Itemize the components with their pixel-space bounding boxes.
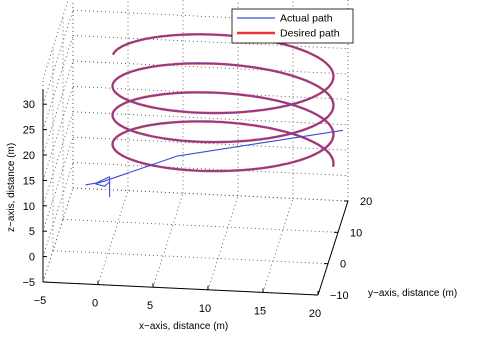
grid-line xyxy=(52,250,329,265)
y-tick-label: −10 xyxy=(330,290,349,302)
x-axis-label: x−axis, distance (m) xyxy=(139,321,228,332)
z-tick-label: 30 xyxy=(23,99,35,111)
series-line-desired xyxy=(111,33,335,173)
grid-line xyxy=(42,187,74,283)
x-tick-label: −5 xyxy=(34,295,47,307)
grid-line xyxy=(42,86,74,181)
z-tick-label: 0 xyxy=(29,252,35,264)
grid-line xyxy=(262,198,294,293)
z-tick-label: 20 xyxy=(23,150,35,162)
grid-line xyxy=(97,190,129,285)
z-tick-label: 15 xyxy=(23,175,35,187)
x-tick-label: 15 xyxy=(254,305,266,317)
z-tick-label: −5 xyxy=(22,277,35,289)
grid-line xyxy=(42,60,74,156)
grid-line xyxy=(42,187,74,283)
legend-label-desired: Desired path xyxy=(280,28,340,40)
legend-label-actual: Actual path xyxy=(280,13,333,25)
tick-labels: −5 0 5 10 15 20 −10 0 10 20 −5 0 5 10 15 20 25 30 xyxy=(22,99,372,320)
y-tick-label: 20 xyxy=(360,196,372,208)
grid-line xyxy=(42,35,74,130)
x-tick-label: 0 xyxy=(92,298,98,310)
axes-box xyxy=(42,88,349,296)
grid-line xyxy=(42,10,74,105)
y-axis-line xyxy=(317,200,349,296)
series-line-actual xyxy=(111,33,335,172)
y-tick-label: 10 xyxy=(350,227,362,239)
grid-line xyxy=(152,193,184,288)
x-axis-line xyxy=(42,281,319,296)
series-layer xyxy=(85,33,344,198)
x-tick-label: 20 xyxy=(309,308,321,320)
grid-line xyxy=(62,218,339,233)
grid-line xyxy=(42,111,74,206)
x-tick-label: 10 xyxy=(199,303,211,315)
z-axis-label: z−axis, distance (m) xyxy=(6,143,17,232)
series-line-actual-lead-in xyxy=(85,129,344,187)
x-tick-label: 5 xyxy=(147,300,153,312)
z-tick-label: 25 xyxy=(23,125,35,137)
grid-line xyxy=(207,195,239,290)
legend-box xyxy=(231,8,354,44)
legend: Actual path Desired path xyxy=(231,8,354,44)
grid-line xyxy=(42,137,74,232)
z-tick-label: 5 xyxy=(29,226,35,238)
grid-line xyxy=(72,187,349,202)
z-tick-label: 10 xyxy=(23,201,35,213)
grid-line xyxy=(72,162,349,177)
grid-lines xyxy=(42,0,349,296)
y-axis-label: y−axis, distance (m) xyxy=(368,288,457,299)
grid-line xyxy=(42,0,69,79)
grid-line xyxy=(42,162,74,257)
grid-line xyxy=(72,187,349,202)
y-tick-label: 0 xyxy=(340,259,346,271)
